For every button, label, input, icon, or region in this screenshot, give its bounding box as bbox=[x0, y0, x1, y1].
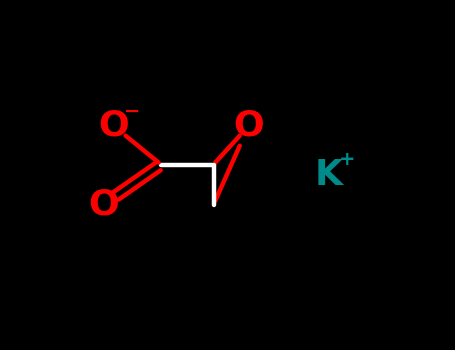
Text: K: K bbox=[315, 158, 343, 192]
Text: O: O bbox=[98, 109, 129, 143]
Text: O: O bbox=[233, 109, 264, 143]
Text: +: + bbox=[339, 150, 356, 169]
Text: O: O bbox=[88, 188, 119, 222]
Text: −: − bbox=[124, 102, 140, 121]
